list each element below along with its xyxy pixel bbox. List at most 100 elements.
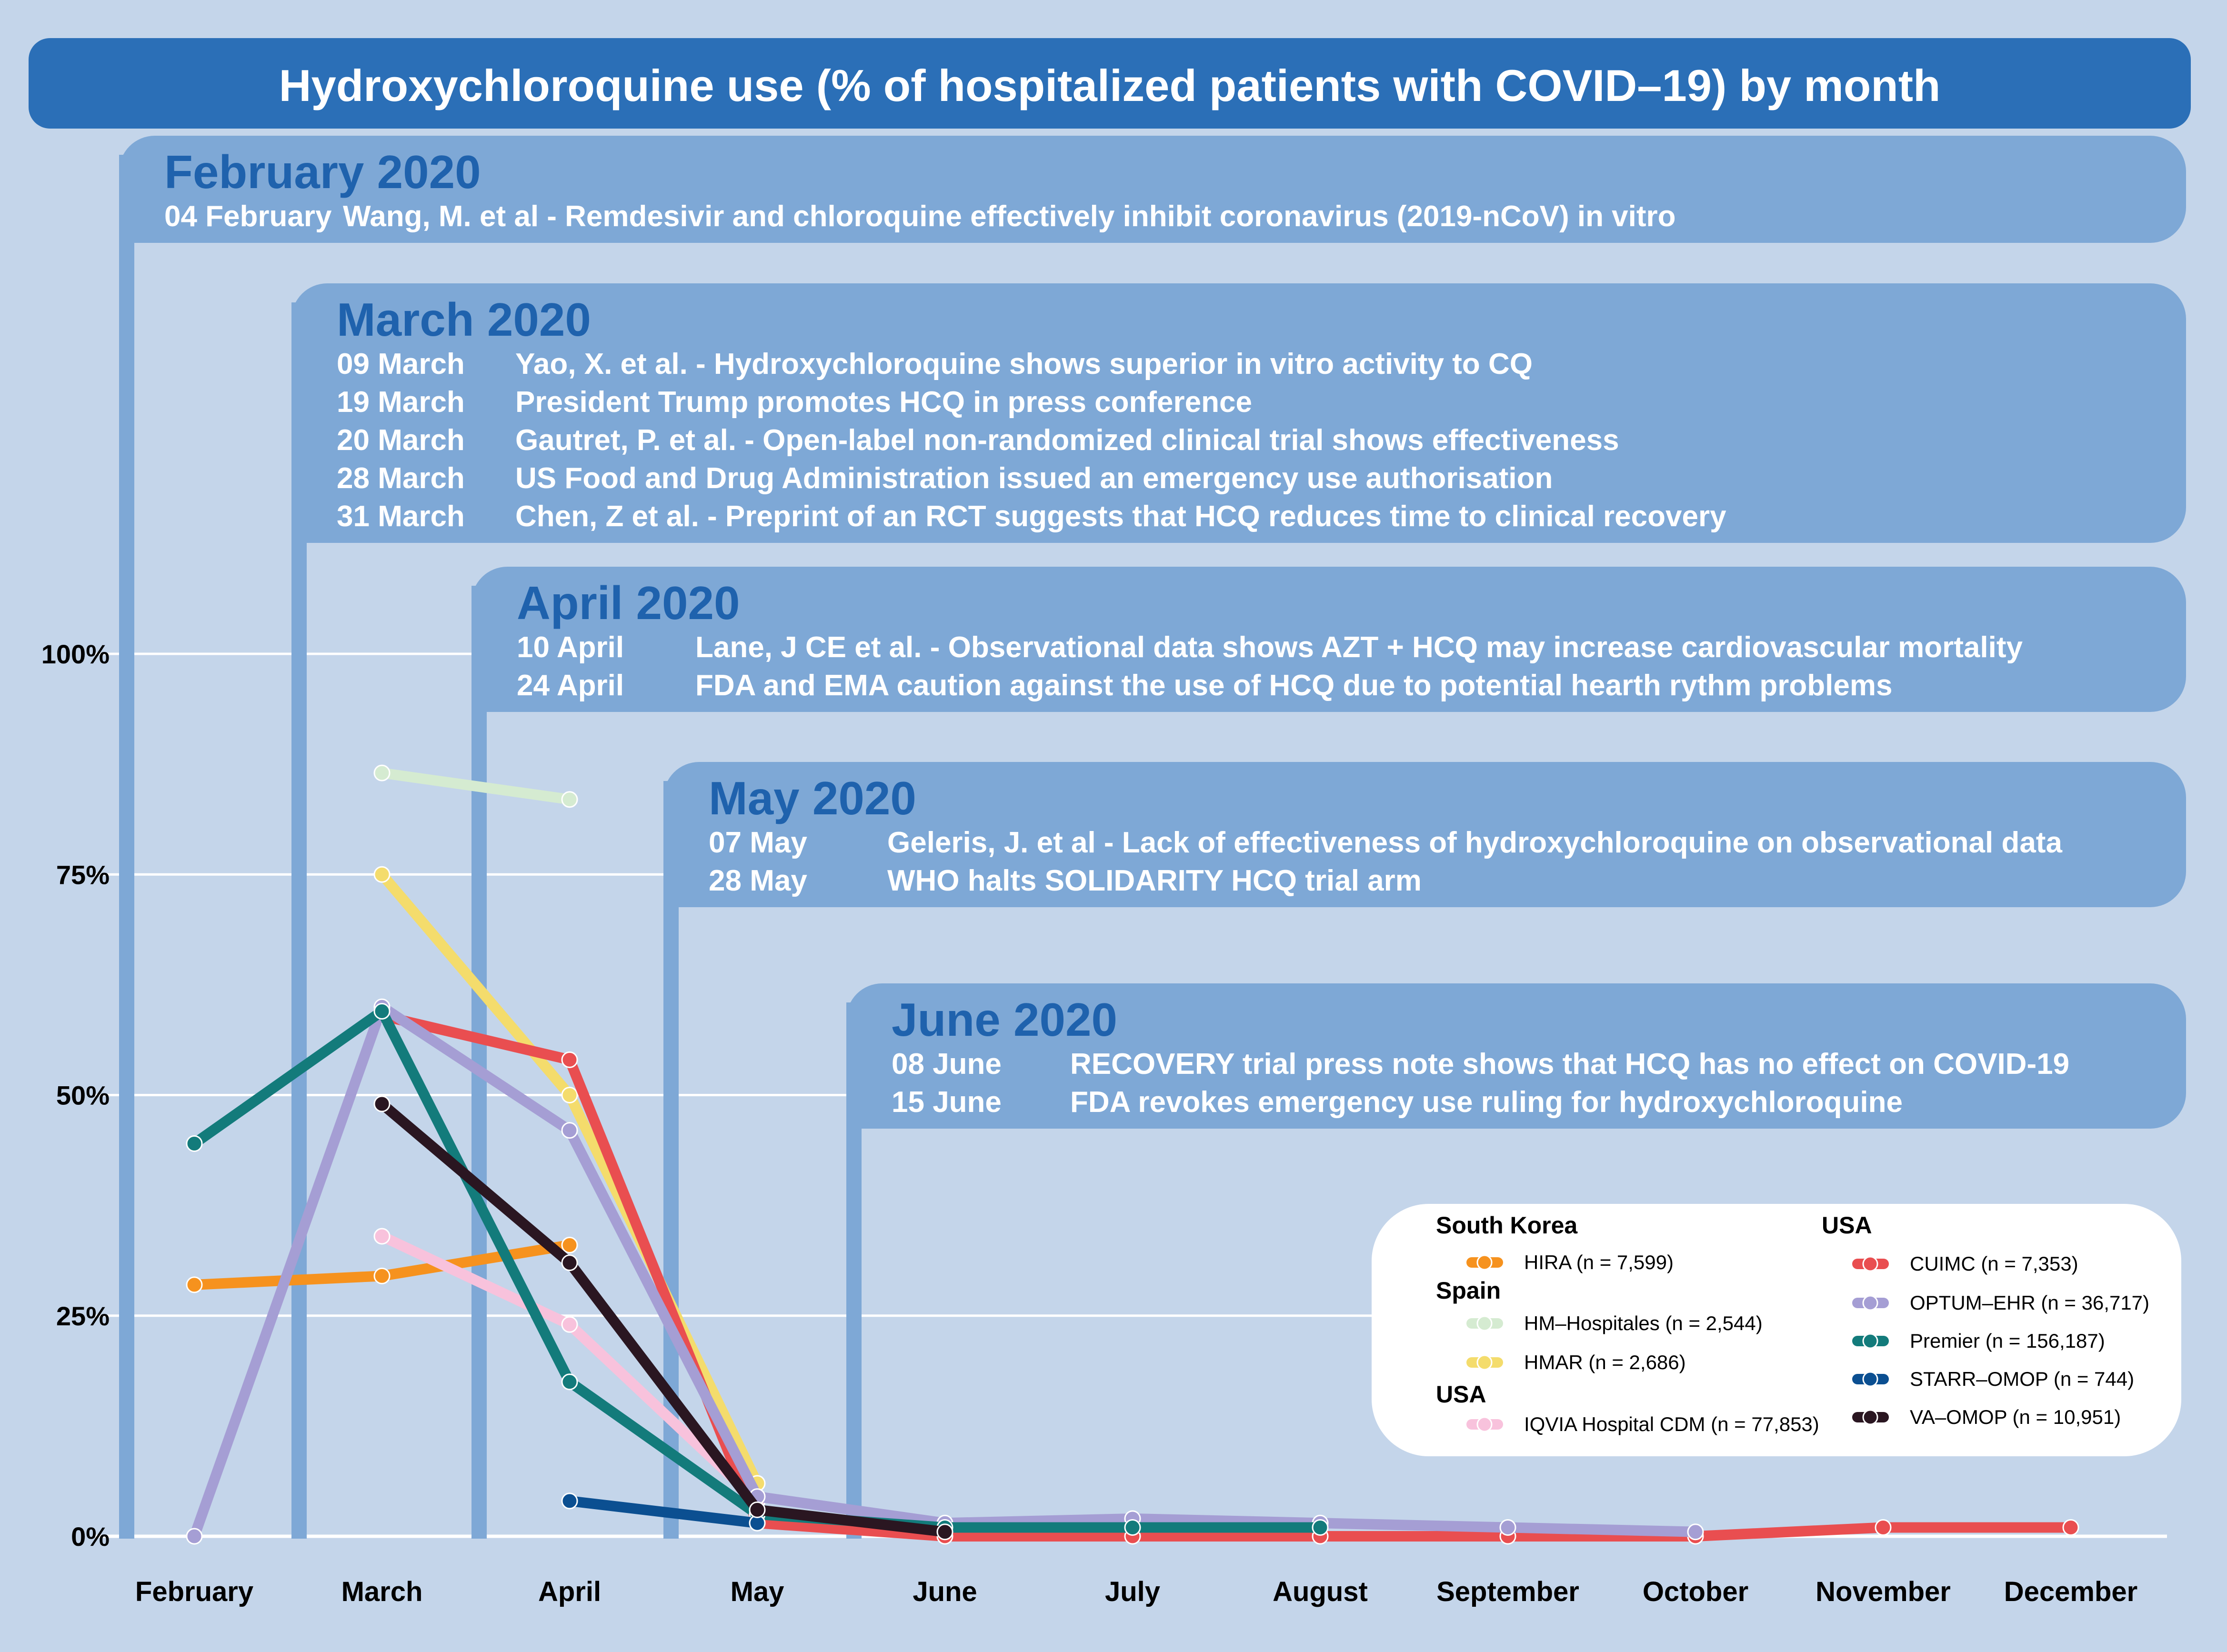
x-tick-label: May [731, 1576, 784, 1607]
x-tick-label: August [1273, 1576, 1368, 1607]
event-panel-box [663, 762, 2186, 907]
legend-entry-label: HMAR (n = 2,686) [1524, 1351, 1686, 1373]
y-tick-label: 75% [56, 860, 110, 890]
y-tick-label: 25% [56, 1301, 110, 1331]
event-date: 07 May [709, 826, 807, 859]
event-date: 19 March [337, 386, 465, 419]
data-point [1124, 1519, 1141, 1536]
event-date: 10 April [517, 631, 624, 664]
event-text: Lane, J CE et al. - Observational data s… [695, 631, 2023, 664]
x-tick-label: November [1816, 1576, 1951, 1607]
x-tick-label: February [135, 1576, 253, 1607]
data-point [373, 1228, 391, 1245]
event-text: President Trump promotes HCQ in press co… [515, 386, 1252, 419]
series-line [377, 1010, 2076, 1542]
y-tick-label: 0% [71, 1522, 110, 1552]
data-point [373, 1267, 391, 1284]
event-panel-box [291, 283, 2186, 543]
x-tick-label: July [1105, 1576, 1160, 1607]
legend-entry-label: HM–Hospitales (n = 2,544) [1524, 1312, 1763, 1334]
legend-box [1372, 1204, 2181, 1456]
legend-group-label: Spain [1436, 1277, 1501, 1304]
data-point [749, 1501, 766, 1518]
y-tick-label: 50% [56, 1081, 110, 1111]
event-text: WHO halts SOLIDARITY HCQ trial arm [887, 864, 1422, 897]
data-point [373, 866, 391, 883]
x-tick-label: October [1643, 1576, 1748, 1607]
legend-entry-label: VA–OMOP (n = 10,951) [1910, 1406, 2121, 1428]
data-point [561, 791, 578, 808]
series-group [373, 1095, 953, 1541]
legend-swatch-point [1476, 1354, 1493, 1371]
legend-swatch-point [1862, 1256, 1878, 1272]
data-point [373, 764, 391, 781]
title-banner: Hydroxychloroquine use (% of hospitalize… [29, 38, 2191, 129]
legend-entry-label: HIRA (n = 7,599) [1524, 1251, 1674, 1273]
series-line [564, 1495, 762, 1529]
event-date: 15 June [892, 1086, 1002, 1119]
data-point [1875, 1519, 1892, 1536]
chart-title: Hydroxychloroquine use (% of hospitalize… [279, 60, 1941, 110]
event-date: 20 March [337, 424, 465, 457]
data-point [561, 1087, 578, 1103]
event-text: US Food and Drug Administration issued a… [515, 462, 1553, 495]
series-line [377, 768, 575, 805]
data-point [1499, 1519, 1516, 1536]
data-point [2062, 1519, 2079, 1536]
data-point [373, 1095, 391, 1112]
data-point [561, 1122, 578, 1139]
event-panel-corner [663, 869, 721, 907]
event-month-heading: May 2020 [709, 772, 916, 824]
legend: South Korea HIRA (n = 7,599) Spain HM–Hospi… [1372, 1204, 2181, 1456]
event-month-heading: March 2020 [337, 293, 591, 346]
event-date: 24 April [517, 669, 624, 702]
data-point [561, 1254, 578, 1272]
title-banner-box [29, 38, 2191, 129]
x-tick-label: September [1436, 1576, 1579, 1607]
data-series [186, 764, 2079, 1545]
series-line [377, 1099, 950, 1537]
data-point [1312, 1519, 1329, 1536]
legend-swatch-point [1476, 1315, 1493, 1332]
series-group [561, 1492, 766, 1532]
event-date: 28 March [337, 462, 465, 495]
legend-group-label: USA [1822, 1212, 1872, 1239]
x-tick-label: April [538, 1576, 601, 1607]
data-point [561, 1316, 578, 1333]
data-point [186, 1135, 203, 1152]
event-panel-corner [119, 205, 176, 243]
data-point [561, 1237, 578, 1254]
legend-swatch-point [1862, 1295, 1878, 1311]
data-point [186, 1528, 203, 1545]
data-point [186, 1276, 203, 1293]
legend-swatch-point [1862, 1333, 1878, 1349]
legend-entry-label: CUIMC (n = 7,353) [1910, 1252, 2078, 1275]
event-text: RECOVERY trial press note shows that HCQ… [1070, 1048, 2069, 1081]
event-text: Chen, Z et al. - Preprint of an RCT sugg… [515, 500, 1726, 533]
event-panel-box [846, 983, 2186, 1129]
legend-entry-label: OPTUM–EHR (n = 36,717) [1910, 1292, 2149, 1314]
event-text: Wang, M. et al - Remdesivir and chloroqu… [343, 200, 1676, 233]
legend-entry-label: Premier (n = 156,187) [1910, 1330, 2105, 1352]
axes: 0% 25% 50% 75% 100% February March April May June… [41, 639, 2137, 1607]
legend-group-label: South Korea [1436, 1212, 1578, 1239]
legend-swatch-point [1476, 1254, 1493, 1271]
event-month-heading: June 2020 [892, 993, 1117, 1046]
event-panel-box [119, 136, 2186, 243]
legend-swatch-point [1862, 1409, 1878, 1425]
legend-entry-label: STARR–OMOP (n = 744) [1910, 1368, 2134, 1390]
event-date: 28 May [709, 864, 807, 897]
data-point [561, 1051, 578, 1068]
event-date: 09 March [337, 348, 465, 380]
x-tick-label: June [913, 1576, 977, 1607]
legend-entry-label: IQVIA Hospital CDM (n = 77,853) [1524, 1413, 1819, 1435]
legend-group-label: USA [1436, 1381, 1486, 1408]
